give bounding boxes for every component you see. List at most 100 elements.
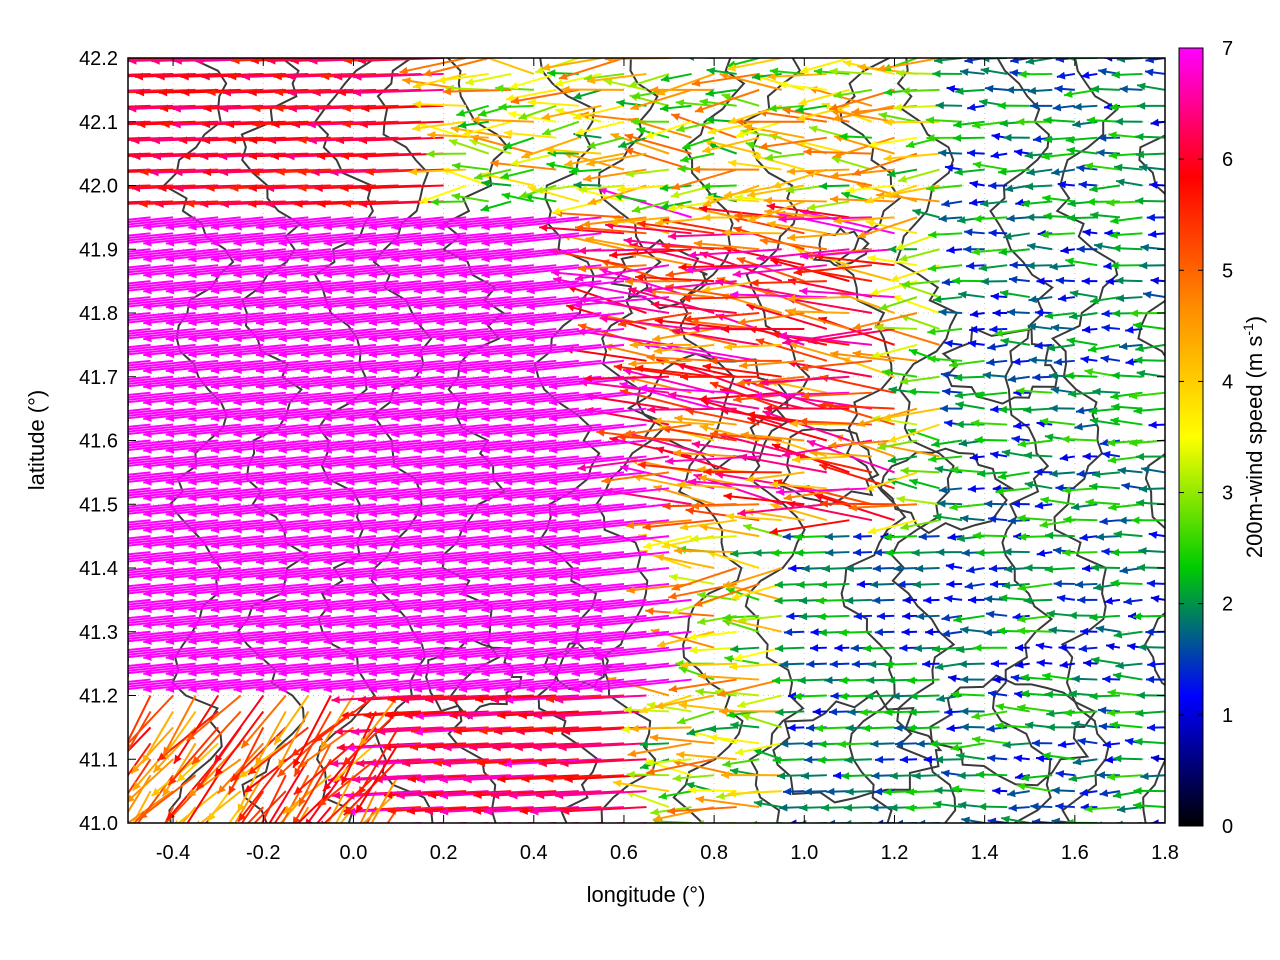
wind-vector — [912, 208, 940, 219]
wind-vector — [458, 535, 557, 550]
wind-vector — [926, 184, 963, 193]
wind-vector — [278, 551, 377, 566]
wind-vector — [646, 758, 715, 776]
wind-vector — [426, 742, 512, 752]
wind-vector — [483, 822, 557, 823]
wind-vector — [300, 678, 399, 693]
wind-vector — [572, 296, 670, 309]
wind-vector — [646, 353, 715, 362]
wind-vector — [1051, 786, 1075, 795]
wind-vector — [413, 280, 512, 295]
wind-vector — [526, 582, 625, 598]
wind-vector — [210, 407, 309, 422]
wind-vector — [176, 742, 219, 783]
wind-vector — [958, 660, 985, 668]
wind-vector — [463, 774, 557, 784]
wind-vector — [346, 678, 444, 693]
wind-vector — [391, 487, 489, 502]
wind-vector — [971, 247, 1008, 256]
wind-vector — [481, 343, 579, 359]
wind-vector — [128, 359, 174, 367]
wind-vector — [941, 199, 963, 208]
wind-vector — [436, 567, 534, 582]
wind-vector — [278, 280, 377, 295]
wind-vector — [999, 289, 1030, 299]
wind-vector — [128, 582, 196, 593]
wind-vector — [1023, 405, 1053, 414]
wind-vector — [526, 343, 625, 359]
wind-vector — [255, 264, 354, 279]
wind-vector — [391, 598, 489, 614]
wind-vector — [1056, 594, 1075, 603]
wind-vector — [857, 216, 918, 239]
wind-vector — [188, 582, 286, 598]
wind-vector — [300, 343, 399, 359]
wind-vector — [391, 630, 489, 646]
wind-vector — [688, 477, 782, 490]
wind-vector — [690, 502, 760, 510]
wind-vector — [128, 646, 174, 654]
wind-vector — [526, 327, 625, 343]
wind-vector — [516, 726, 602, 736]
wind-vector — [695, 795, 760, 809]
wind-vector — [1110, 417, 1143, 426]
wind-vector — [989, 580, 1008, 589]
wind-vector — [346, 598, 444, 614]
wind-vector — [571, 678, 670, 693]
wind-vector — [627, 742, 692, 758]
wind-vector — [1034, 308, 1053, 317]
wind-vector — [526, 359, 625, 375]
y-tick-label: 41.0 — [79, 813, 118, 835]
wind-vector — [783, 787, 805, 796]
wind-vector — [391, 662, 489, 677]
wind-vector — [391, 391, 489, 406]
wind-vector — [1055, 484, 1075, 492]
wind-vector — [853, 612, 872, 621]
wind-vector — [458, 232, 557, 247]
wind-vector — [564, 152, 625, 168]
wind-vector — [1069, 289, 1098, 299]
wind-vector — [128, 327, 174, 335]
wind-vector — [978, 802, 1008, 811]
wind-vector — [1104, 58, 1120, 62]
wind-vector — [165, 232, 264, 247]
wind-vector — [1065, 257, 1098, 267]
wind-vector — [128, 312, 174, 319]
wind-vector — [128, 663, 129, 665]
wind-vector — [814, 724, 850, 733]
wind-vector — [1098, 134, 1120, 142]
wind-vector — [357, 726, 400, 796]
wind-vector — [255, 614, 354, 630]
wind-vector — [1007, 374, 1030, 383]
wind-vector — [1102, 675, 1120, 684]
wind-vector — [907, 428, 940, 442]
wind-vector — [1036, 549, 1053, 558]
wind-vector — [413, 503, 512, 518]
wind-vector — [323, 455, 422, 470]
wind-vector — [925, 628, 940, 636]
wind-vector — [391, 455, 489, 470]
wind-vector — [548, 535, 647, 550]
wind-vector — [1132, 612, 1165, 621]
wind-vector — [967, 484, 985, 493]
wind-vector — [165, 455, 264, 470]
wind-vector — [1011, 435, 1030, 444]
wind-vector — [128, 519, 151, 524]
wind-vector — [1057, 180, 1075, 189]
wind-vector — [128, 519, 196, 529]
wind-vector — [436, 232, 534, 247]
wind-vector — [278, 439, 377, 454]
wind-vector — [548, 423, 647, 438]
colorbar-tick-label: 3 — [1222, 483, 1233, 505]
wind-vector — [413, 423, 512, 438]
wind-vector — [984, 500, 1008, 508]
wind-vector — [143, 264, 241, 279]
wind-vector — [458, 567, 557, 582]
wind-vector — [210, 312, 309, 327]
wind-vector — [143, 248, 241, 263]
wind-vector — [867, 519, 918, 535]
wind-vector — [481, 662, 579, 677]
wind-vector — [1040, 230, 1075, 239]
wind-vector — [1077, 737, 1098, 746]
wind-vector — [944, 594, 963, 603]
